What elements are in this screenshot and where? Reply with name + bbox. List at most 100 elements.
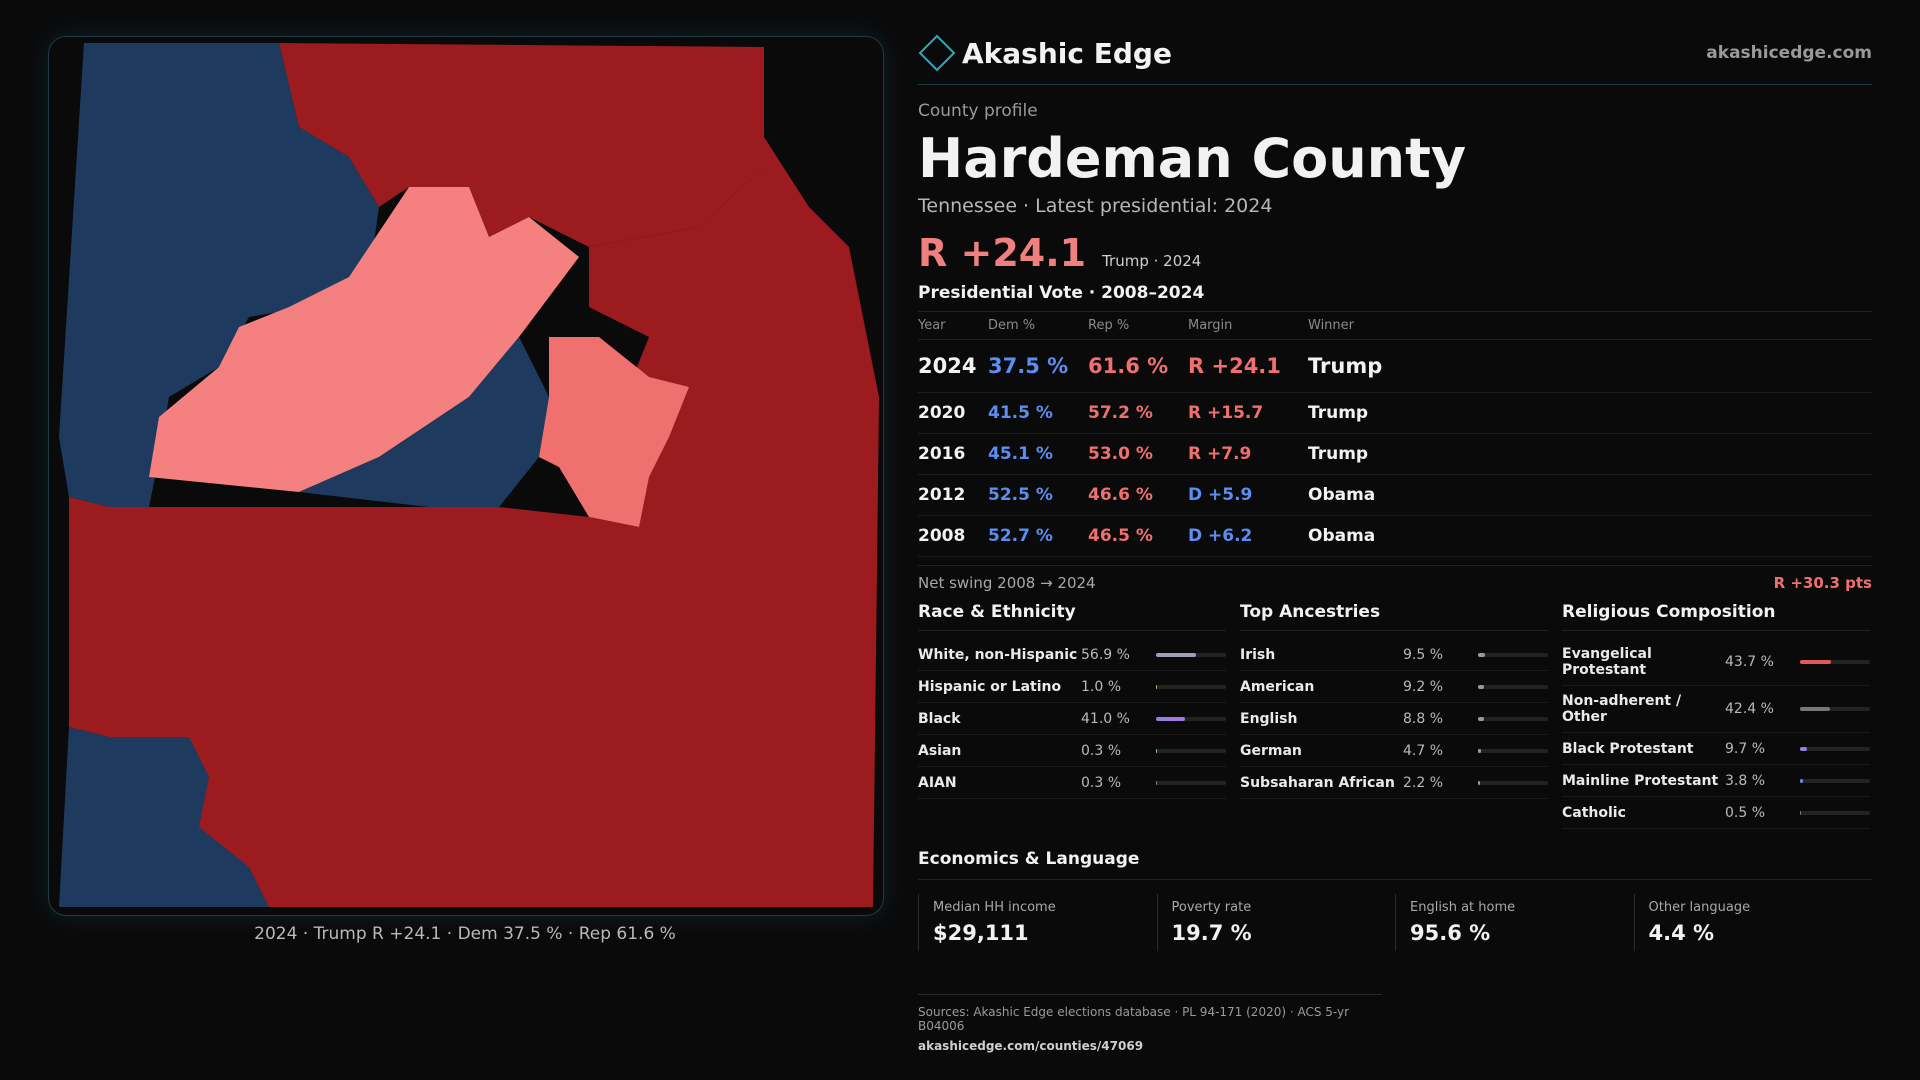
demo-row: American 9.2 %: [1240, 671, 1548, 703]
demo-bar-track: [1478, 780, 1548, 785]
map-caption: 2024 · Trump R +24.1 · Dem 37.5 % · Rep …: [254, 924, 676, 944]
race-list: White, non-Hispanic 56.9 % Hispanic or Lat…: [918, 639, 1226, 799]
demo-value: 9.5 %: [1403, 646, 1444, 663]
demo-bar-fill: [1478, 780, 1480, 785]
demo-label: American: [1240, 678, 1315, 695]
demo-bar-track: [1156, 684, 1226, 689]
race-title: Race & Ethnicity: [918, 602, 1226, 631]
demo-bar-fill: [1156, 780, 1158, 785]
headline-margin: R +24.1 Trump · 2024: [918, 231, 1872, 275]
demo-bar-fill: [1156, 748, 1158, 753]
vote-row-2012: 2012 52.5 % 46.6 % D +5.9 Obama: [918, 474, 1872, 516]
econ-stat: Median HH income $29,111: [918, 894, 1157, 951]
demo-label: Black Protestant: [1562, 740, 1694, 757]
votes-table: Year Dem % Rep % Margin Winner 2024 37.5 …: [918, 311, 1872, 557]
vote-winner: Trump: [1308, 339, 1872, 393]
brand[interactable]: Akashic Edge: [918, 34, 1172, 72]
vote-dem: 52.7 %: [988, 515, 1088, 557]
religion-panel: Religious Composition Evangelical Protes…: [1562, 602, 1870, 829]
demo-row: Catholic 0.5 %: [1562, 797, 1870, 829]
vote-winner: Trump: [1308, 433, 1872, 475]
vote-margin: D +6.2: [1188, 515, 1308, 557]
header-winner: Winner: [1308, 311, 1872, 340]
ancestry-title: Top Ancestries: [1240, 602, 1548, 631]
demo-label: Irish: [1240, 646, 1276, 663]
vote-winner: Obama: [1308, 474, 1872, 516]
demo-bar-track: [1800, 746, 1870, 751]
demo-label: Asian: [918, 742, 962, 759]
demo-value: 41.0 %: [1081, 710, 1130, 727]
demo-bar-fill: [1478, 652, 1485, 657]
demo-bar-track: [1478, 652, 1548, 657]
vote-margin: D +5.9: [1188, 474, 1308, 516]
demo-label: Mainline Protestant: [1562, 772, 1719, 789]
demo-bar-fill: [1800, 746, 1807, 751]
demo-bar-track: [1478, 684, 1548, 689]
demo-label: German: [1240, 742, 1302, 759]
demo-label: Evangelical Protestant: [1562, 646, 1652, 678]
header-margin: Margin: [1188, 311, 1308, 340]
site-link[interactable]: akashicedge.com: [1706, 43, 1872, 63]
vote-dem: 37.5 %: [988, 339, 1088, 393]
demo-row: Evangelical Protestant 43.7 %: [1562, 639, 1870, 686]
demo-row: White, non-Hispanic 56.9 %: [918, 639, 1226, 671]
demo-label: AIAN: [918, 774, 957, 791]
precinct-south-rep[interactable]: [69, 497, 877, 907]
swing-label: Net swing 2008 → 2024: [918, 574, 1096, 592]
religion-list: Evangelical Protestant 43.7 % Non-adherent…: [1562, 639, 1870, 829]
vote-row-2024: 2024 37.5 % 61.6 % R +24.1 Trump: [918, 339, 1872, 393]
demo-bar-track: [1156, 748, 1226, 753]
demo-row: Irish 9.5 %: [1240, 639, 1548, 671]
demo-bar-track: [1478, 716, 1548, 721]
vote-rep: 57.2 %: [1088, 392, 1188, 434]
econ-stat: English at home 95.6 %: [1395, 894, 1634, 951]
vote-rep: 53.0 %: [1088, 433, 1188, 475]
sources-url[interactable]: akashicedge.com/counties/47069: [918, 1039, 1144, 1053]
demo-bar-fill: [1800, 810, 1802, 815]
demo-bar-fill: [1156, 716, 1185, 721]
precinct-center-mid-rep[interactable]: [539, 337, 689, 527]
demo-value: 0.3 %: [1081, 774, 1122, 791]
econ-stats: Median HH income $29,111 Poverty rate 19.7 …: [918, 894, 1872, 951]
precinct-west-dem[interactable]: [59, 43, 379, 507]
county-title: Hardeman County: [918, 127, 1467, 190]
swing-value: R +30.3 pts: [1773, 574, 1872, 592]
ancestry-panel: Top Ancestries Irish 9.5 % American 9.2 % En…: [1240, 602, 1548, 829]
sources: Sources: Akashic Edge elections database…: [918, 994, 1382, 1053]
county-map[interactable]: [48, 36, 884, 916]
vote-rep: 46.5 %: [1088, 515, 1188, 557]
header-rep: Rep %: [1088, 311, 1188, 340]
vote-dem: 52.5 %: [988, 474, 1088, 516]
vote-row-2020: 2020 41.5 % 57.2 % R +15.7 Trump: [918, 392, 1872, 434]
precinct-north-rep[interactable]: [279, 43, 764, 247]
demo-row: Subsaharan African 2.2 %: [1240, 767, 1548, 799]
demo-value: 1.0 %: [1081, 678, 1122, 695]
margin-value: R +24.1: [918, 231, 1087, 275]
vote-year: 2008: [918, 515, 988, 557]
vote-margin: R +24.1: [1188, 339, 1308, 393]
precinct-center-dem[interactable]: [299, 337, 549, 507]
demo-bar-track: [1478, 748, 1548, 753]
demo-value: 42.4 %: [1725, 701, 1774, 717]
demo-value: 43.7 %: [1725, 654, 1774, 670]
demo-bar-fill: [1478, 748, 1482, 753]
demo-value: 9.7 %: [1725, 740, 1766, 757]
vote-dem: 41.5 %: [988, 392, 1088, 434]
sources-text: Sources: Akashic Edge elections database…: [918, 1005, 1350, 1033]
precinct-central-lean-rep[interactable]: [149, 187, 579, 492]
race-panel: Race & Ethnicity White, non-Hispanic 56.9…: [918, 602, 1226, 829]
vote-winner: Trump: [1308, 392, 1872, 434]
vote-year: 2020: [918, 392, 988, 434]
demo-row: Black Protestant 9.7 %: [1562, 733, 1870, 765]
demo-label: Non-adherent / Other: [1562, 693, 1682, 725]
vote-dem: 45.1 %: [988, 433, 1088, 475]
ancestry-list: Irish 9.5 % American 9.2 % English 8.8 % Germa…: [1240, 639, 1548, 799]
econ-label: English at home: [1410, 900, 1516, 915]
econ-label: Other language: [1648, 900, 1751, 915]
county-subline: Tennessee · Latest presidential: 2024: [918, 195, 1273, 217]
demo-value: 2.2 %: [1403, 774, 1444, 791]
precinct-southwest-dem[interactable]: [59, 727, 269, 907]
demo-bar-fill: [1800, 707, 1830, 711]
demo-row: English 8.8 %: [1240, 703, 1548, 735]
eyebrow: County profile: [918, 101, 1038, 121]
